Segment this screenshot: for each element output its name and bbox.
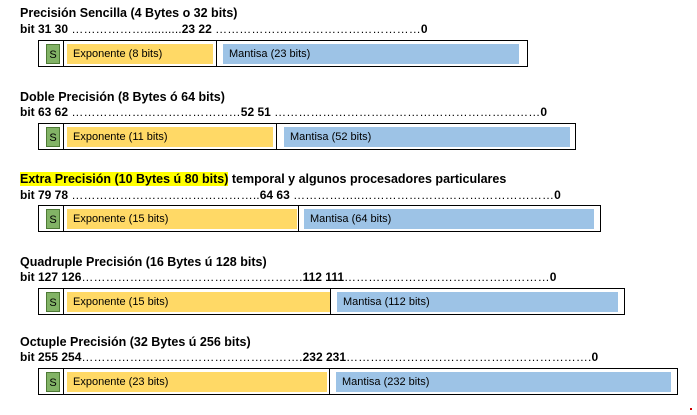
bit-layout-frame-octuple: S Exponente (23 bits) Mantisa (232 bits) bbox=[38, 368, 678, 395]
bit-label: 0 bbox=[591, 350, 599, 364]
exponent-field: Exponente (15 bits) bbox=[67, 209, 297, 229]
bit-dots: ………………………………………………………… bbox=[274, 105, 541, 119]
sign-field: S bbox=[46, 292, 60, 312]
mantissa-field: Mantisa (232 bits) bbox=[336, 372, 671, 392]
bit-positions-octuple: bit 255 254……………………………………………….232 231………… bbox=[20, 350, 598, 364]
bit-dots: ………………........... bbox=[71, 22, 182, 36]
field-divider bbox=[63, 369, 64, 394]
exponent-field: Exponente (11 bits) bbox=[67, 127, 273, 147]
bit-positions-single: bit 31 30 ………………...........23 22 …………………… bbox=[20, 22, 428, 36]
bit-dots: ………………………………………………. bbox=[81, 270, 303, 284]
bit-layout-frame-double: S Exponente (11 bits) Mantisa (52 bits) bbox=[38, 123, 576, 150]
title-text: Precisión Sencilla (4 Bytes o 32 bits) bbox=[20, 6, 238, 20]
exponent-field: Exponente (23 bits) bbox=[67, 372, 327, 392]
bit-positions-quadruple: bit 127 126……………………………………………….112 111………… bbox=[20, 270, 556, 284]
bit-positions-extended: bit 79 78 ………………………………………..64 63 ……………..… bbox=[20, 188, 561, 202]
bit-label: 232 231 bbox=[302, 350, 346, 364]
field-divider bbox=[329, 369, 330, 394]
format-title-octuple: Octuple Precisión (32 Bytes ú 256 bits) bbox=[20, 335, 251, 350]
field-divider bbox=[63, 124, 64, 149]
field-divider bbox=[63, 206, 64, 231]
highlighted-title-text: Extra Precisión (10 Bytes ú 80 bits) bbox=[20, 172, 229, 186]
title-text: Octuple Precisión (32 Bytes ú 256 bits) bbox=[20, 335, 251, 349]
mantissa-field: Mantisa (52 bits) bbox=[284, 127, 570, 147]
field-divider bbox=[276, 124, 277, 149]
bit-dots: ……………..………………………………………… bbox=[293, 188, 555, 202]
field-divider bbox=[63, 41, 64, 66]
bit-label: bit 79 78 bbox=[20, 188, 72, 202]
bit-label: 23 22 bbox=[181, 22, 216, 36]
bit-label: 0 bbox=[540, 105, 548, 119]
exponent-field: Exponente (15 bits) bbox=[67, 292, 330, 312]
bit-label: 52 51 bbox=[240, 105, 275, 119]
bit-label: bit 127 126 bbox=[20, 270, 82, 284]
bit-layout-frame-single: S Exponente (8 bits) Mantisa (23 bits) bbox=[38, 40, 528, 67]
field-divider bbox=[216, 41, 217, 66]
format-title-extended: Extra Precisión (10 Bytes ú 80 bits) tem… bbox=[20, 172, 506, 187]
sign-field: S bbox=[46, 127, 60, 147]
bit-dots: …………………………………………… bbox=[215, 22, 421, 36]
field-divider bbox=[298, 206, 299, 231]
sign-field: S bbox=[46, 209, 60, 229]
mantissa-field: Mantisa (64 bits) bbox=[304, 209, 594, 229]
bit-positions-double: bit 63 62 ……………………………………52 51 …………………………… bbox=[20, 105, 547, 119]
field-divider bbox=[63, 289, 64, 314]
bit-dots: …………………………………………… bbox=[344, 270, 550, 284]
format-title-single: Precisión Sencilla (4 Bytes o 32 bits) bbox=[20, 6, 237, 21]
mantissa-field: Mantisa (23 bits) bbox=[223, 44, 519, 64]
title-text: temporal y algunos procesadores particul… bbox=[228, 172, 507, 186]
format-title-quadruple: Quadruple Precisión (16 Bytes ú 128 bits… bbox=[20, 255, 267, 270]
mantissa-field: Mantisa (112 bits) bbox=[337, 292, 618, 312]
bit-label: 112 111 bbox=[302, 270, 344, 284]
red-dot-mark bbox=[690, 408, 692, 410]
sign-field: S bbox=[46, 372, 60, 392]
title-text: Quadruple Precisión (16 Bytes ú 128 bits… bbox=[20, 255, 267, 269]
bit-layout-frame-extended: S Exponente (15 bits) Mantisa (64 bits) bbox=[38, 205, 601, 232]
exponent-field: Exponente (8 bits) bbox=[67, 44, 213, 64]
bit-label: bit 31 30 bbox=[20, 22, 72, 36]
bit-label: 0 bbox=[420, 22, 428, 36]
field-divider bbox=[330, 289, 331, 314]
title-text: Doble Precisión (8 Bytes ó 64 bits) bbox=[20, 90, 225, 104]
bit-layout-frame-quadruple: S Exponente (15 bits) Mantisa (112 bits) bbox=[38, 288, 625, 315]
bit-dots: …………………………………… bbox=[71, 105, 241, 119]
bit-label: 0 bbox=[554, 188, 561, 202]
sign-field: S bbox=[46, 44, 60, 64]
bit-dots: ………………………………………………. bbox=[81, 350, 303, 364]
bit-label: bit 63 62 bbox=[20, 105, 72, 119]
bit-label: 0 bbox=[549, 270, 557, 284]
format-title-double: Doble Precisión (8 Bytes ó 64 bits) bbox=[20, 90, 225, 105]
bit-dots: ……………………………………………………. bbox=[346, 350, 592, 364]
bit-label: bit 255 254 bbox=[20, 350, 82, 364]
bit-dots: ……………………………………….. bbox=[71, 188, 260, 202]
bit-label: 64 63 bbox=[259, 188, 294, 202]
